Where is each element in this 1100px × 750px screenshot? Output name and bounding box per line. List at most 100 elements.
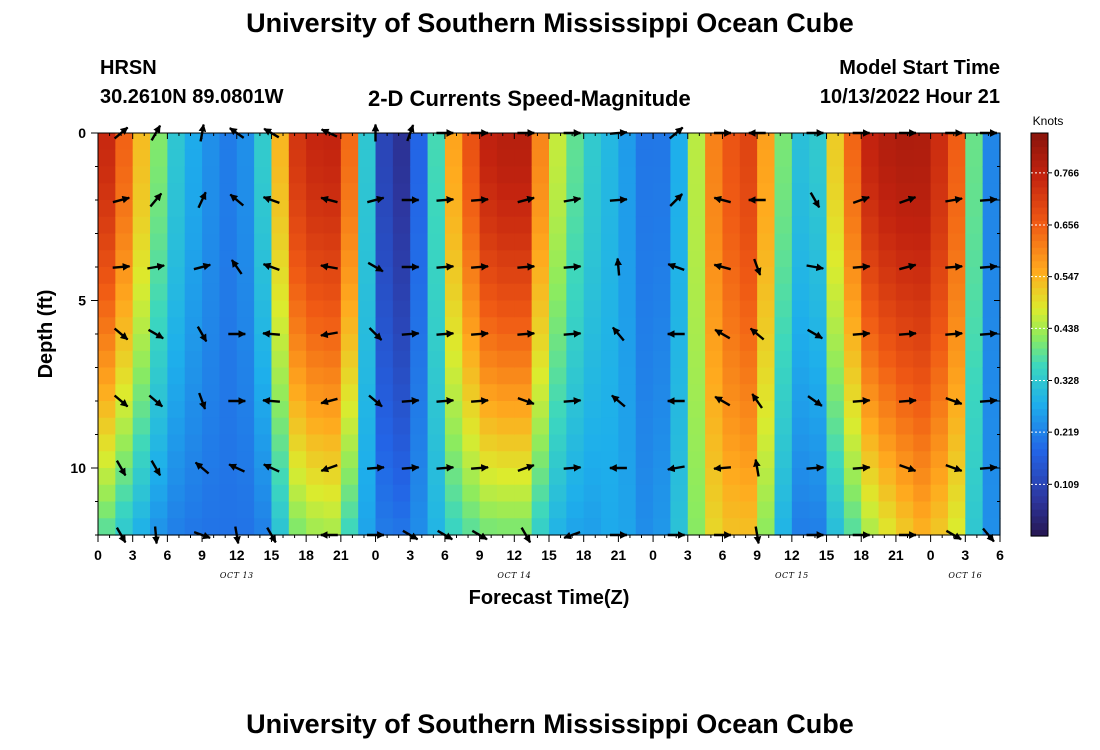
heatmap-cell [358, 501, 377, 519]
heatmap-cell [861, 434, 880, 452]
heatmap-cell [757, 283, 776, 302]
heatmap-cell [705, 216, 724, 235]
heatmap-cell [271, 317, 290, 335]
heatmap-cell [479, 250, 498, 268]
heatmap-cell [549, 233, 567, 251]
heatmap-cell [184, 334, 203, 352]
heatmap-cell [340, 267, 359, 285]
heatmap-cell [722, 267, 741, 285]
heatmap-cell [965, 367, 984, 385]
heatmap-cell [774, 484, 793, 503]
heatmap-cell [427, 401, 446, 419]
heatmap-cell [982, 434, 1001, 452]
heatmap-cell [150, 317, 168, 335]
heatmap-cell [531, 367, 550, 385]
heatmap-cell [271, 484, 290, 503]
heatmap-cell [496, 183, 515, 201]
heatmap-cell [132, 367, 151, 385]
colorbar-segment [1031, 468, 1048, 477]
heatmap-cell [930, 250, 949, 268]
heatmap-cell [271, 233, 290, 251]
heatmap-cell [601, 518, 619, 536]
current-arrow [669, 193, 684, 207]
colorbar-segment [1031, 220, 1048, 228]
heatmap-cell [653, 183, 672, 201]
heatmap-cell [219, 334, 238, 352]
heatmap-cell [913, 401, 932, 419]
heatmap-cell [670, 384, 689, 402]
heatmap-cell [635, 501, 654, 519]
heatmap-cell [115, 334, 134, 352]
heatmap-cell [306, 484, 325, 503]
heatmap-cell [965, 350, 984, 369]
heatmap-cell [843, 300, 862, 318]
heatmap-cell [184, 401, 203, 419]
heatmap-cell [670, 350, 689, 369]
heatmap-cell [479, 518, 498, 536]
heatmap-cell [982, 216, 1001, 235]
heatmap-cell [705, 484, 724, 503]
heatmap-cell [566, 317, 585, 335]
heatmap-cell [427, 283, 446, 302]
heatmap-cell [791, 401, 810, 419]
heatmap-cell [115, 367, 134, 385]
heatmap-cell [184, 149, 203, 168]
heatmap-cell [531, 350, 550, 369]
heatmap-cell [722, 334, 741, 352]
heatmap-cell [583, 317, 602, 335]
heatmap-cell [427, 250, 446, 268]
heatmap-cell [288, 317, 307, 335]
heatmap-cell [809, 350, 828, 369]
heatmap-cell [861, 300, 880, 318]
heatmap-cell [843, 317, 862, 335]
current-arrow [945, 263, 963, 271]
heatmap-cell [306, 133, 325, 151]
heatmap-cell [375, 300, 394, 318]
heatmap-cell [375, 233, 394, 251]
heatmap-cell [566, 401, 585, 419]
heatmap-cell [462, 300, 481, 318]
heatmap-cell [306, 384, 325, 402]
heatmap-cell [115, 468, 134, 486]
heatmap-cell [427, 417, 446, 436]
heatmap-cell [514, 317, 533, 335]
heatmap-cell [826, 183, 845, 201]
x-tick-label: 15 [541, 547, 557, 563]
heatmap-cell [531, 317, 550, 335]
heatmap-cell [375, 350, 394, 369]
heatmap-cell [479, 283, 498, 302]
colorbar-segment [1031, 180, 1048, 188]
heatmap-cell [306, 434, 325, 452]
heatmap-cell [618, 501, 637, 519]
current-arrow [471, 397, 489, 405]
heatmap-cell [496, 233, 515, 251]
heatmap-cell [288, 334, 307, 352]
heatmap-cell [861, 384, 880, 402]
heatmap-cell [236, 484, 255, 503]
colorbar-segment [1031, 153, 1048, 161]
heatmap-cell [202, 401, 221, 419]
heatmap-cell [288, 267, 307, 285]
current-arrow [714, 395, 731, 407]
heatmap-cell [774, 367, 793, 385]
heatmap-cell [635, 216, 654, 235]
heatmap-cell [739, 501, 758, 519]
heatmap-cell [982, 417, 1001, 436]
heatmap-cell [254, 468, 273, 486]
heatmap-cell [809, 283, 828, 302]
heatmap-cell [184, 484, 203, 503]
heatmap-cell [687, 518, 706, 536]
heatmap-cell [271, 350, 290, 369]
heatmap-cell [843, 334, 862, 352]
heatmap-cell [514, 149, 533, 168]
heatmap-cell [410, 484, 429, 503]
heatmap-cell [392, 166, 411, 184]
heatmap-cell [826, 468, 845, 486]
heatmap-cell [965, 149, 984, 168]
heatmap-cell [583, 484, 602, 503]
x-tick-label: 0 [649, 547, 657, 563]
heatmap-cell [271, 200, 290, 218]
heatmap-cell [930, 451, 949, 469]
heatmap-cell [150, 350, 168, 369]
heatmap-cell [427, 300, 446, 318]
